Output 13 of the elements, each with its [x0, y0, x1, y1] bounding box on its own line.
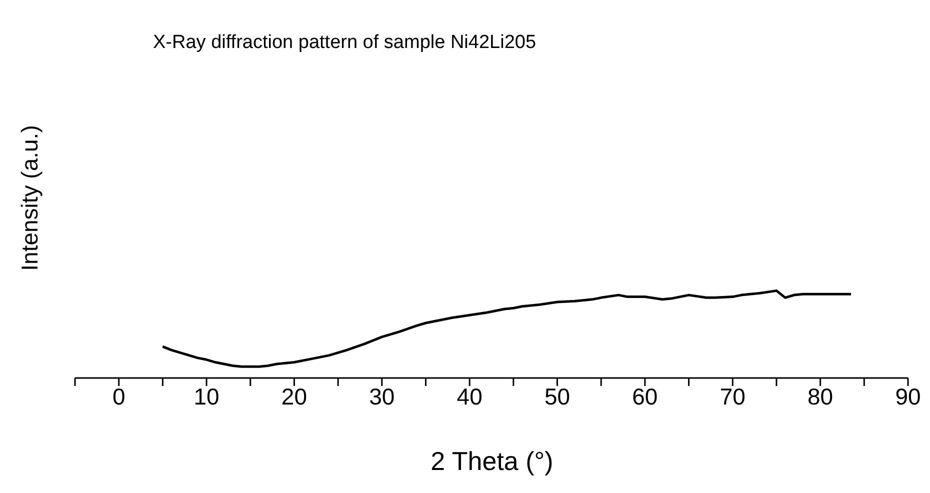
x-tick-label: 50	[544, 383, 570, 410]
y-axis-title: Intensity (a.u.)	[16, 125, 44, 271]
x-tick-label: 90	[895, 383, 921, 410]
x-axis-title: 2 Theta (°)	[430, 446, 554, 477]
x-tick-label: 80	[808, 383, 834, 410]
x-tick-label: 70	[720, 383, 746, 410]
x-tick-label: 20	[281, 383, 308, 410]
x-tick-label: 30	[369, 383, 395, 410]
x-tick-label: 10	[194, 383, 220, 410]
chart-title: X-Ray diffraction pattern of sample Ni42Li205	[153, 32, 536, 54]
x-tick-label: 60	[632, 383, 658, 410]
x-tick-label: 40	[456, 383, 482, 410]
x-tick-label: 0	[112, 383, 126, 410]
